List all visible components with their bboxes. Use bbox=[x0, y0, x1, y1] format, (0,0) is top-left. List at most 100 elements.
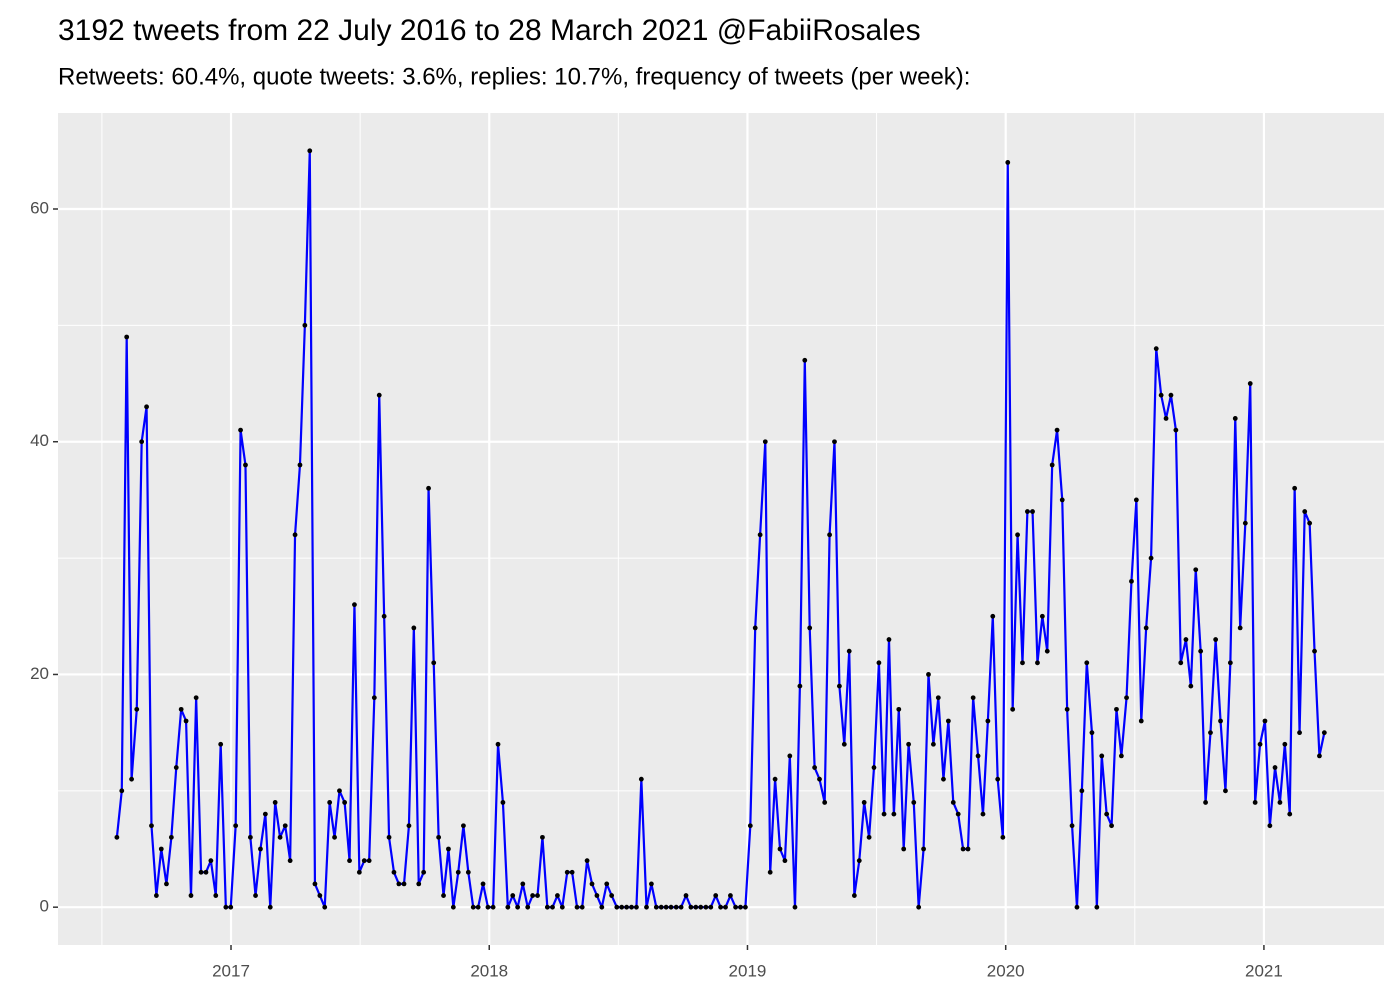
point bbox=[1213, 637, 1219, 642]
point bbox=[401, 881, 407, 887]
point bbox=[1302, 509, 1308, 514]
point bbox=[728, 893, 733, 898]
point bbox=[599, 904, 605, 910]
point bbox=[663, 904, 669, 910]
point bbox=[124, 334, 130, 340]
point bbox=[515, 904, 521, 910]
point bbox=[807, 625, 813, 631]
point bbox=[950, 800, 956, 805]
point bbox=[881, 811, 887, 817]
point bbox=[436, 834, 442, 840]
point bbox=[243, 462, 248, 468]
y-tick-label: 20 bbox=[30, 664, 49, 683]
point bbox=[941, 776, 946, 782]
point bbox=[520, 881, 526, 887]
point bbox=[955, 811, 961, 817]
point bbox=[970, 695, 976, 701]
point bbox=[178, 706, 184, 712]
point bbox=[441, 893, 446, 898]
chart-subtitle: Retweets: 60.4%, quote tweets: 3.6%, rep… bbox=[58, 63, 970, 90]
point bbox=[634, 904, 639, 910]
point bbox=[188, 893, 194, 898]
point bbox=[762, 439, 768, 445]
point bbox=[114, 834, 120, 840]
point bbox=[337, 788, 342, 794]
point bbox=[574, 904, 580, 910]
point bbox=[475, 904, 481, 910]
point bbox=[183, 718, 189, 724]
point bbox=[247, 834, 253, 840]
y-tick-label: 60 bbox=[30, 198, 49, 217]
point bbox=[747, 823, 753, 829]
point bbox=[431, 660, 437, 666]
y-tick-label: 0 bbox=[40, 897, 49, 916]
point bbox=[480, 881, 486, 887]
point bbox=[1089, 730, 1095, 736]
point bbox=[708, 904, 714, 910]
point bbox=[1104, 811, 1110, 817]
point bbox=[960, 846, 966, 852]
point bbox=[1059, 497, 1065, 503]
point bbox=[530, 893, 536, 898]
point bbox=[376, 392, 382, 398]
point bbox=[990, 613, 996, 619]
point bbox=[218, 741, 224, 747]
point bbox=[579, 904, 585, 910]
point bbox=[450, 904, 456, 910]
point bbox=[139, 439, 145, 445]
point bbox=[668, 904, 674, 910]
point bbox=[213, 893, 219, 898]
point bbox=[797, 683, 803, 689]
point bbox=[673, 904, 679, 910]
point bbox=[787, 753, 793, 759]
point bbox=[495, 741, 501, 747]
chart-title: 3192 tweets from 22 July 2016 to 28 Marc… bbox=[58, 14, 921, 47]
point bbox=[342, 800, 348, 805]
point bbox=[559, 904, 565, 910]
point bbox=[490, 904, 496, 910]
point bbox=[683, 893, 689, 898]
point bbox=[1069, 823, 1075, 829]
point bbox=[1124, 695, 1129, 701]
point bbox=[228, 904, 234, 910]
point bbox=[1015, 532, 1020, 538]
point bbox=[1153, 346, 1159, 352]
point bbox=[752, 625, 758, 631]
point bbox=[317, 893, 323, 898]
point bbox=[421, 869, 427, 875]
point bbox=[149, 823, 154, 829]
point bbox=[1188, 683, 1194, 689]
point bbox=[896, 706, 902, 712]
point bbox=[411, 625, 417, 631]
point bbox=[738, 904, 743, 910]
point bbox=[723, 904, 728, 910]
point bbox=[995, 776, 1001, 782]
point bbox=[901, 846, 907, 852]
point bbox=[733, 904, 738, 910]
point bbox=[891, 811, 897, 817]
point bbox=[836, 683, 842, 689]
point bbox=[1039, 613, 1045, 619]
point bbox=[356, 869, 362, 875]
point bbox=[352, 602, 357, 608]
point bbox=[1035, 660, 1040, 666]
point bbox=[871, 765, 877, 770]
point bbox=[272, 800, 278, 805]
point bbox=[594, 893, 600, 898]
point bbox=[555, 893, 560, 898]
point bbox=[371, 695, 377, 701]
point bbox=[386, 834, 392, 840]
point bbox=[1282, 741, 1288, 747]
point bbox=[1094, 904, 1100, 910]
point bbox=[267, 904, 273, 910]
point bbox=[282, 823, 288, 829]
point bbox=[1024, 509, 1030, 514]
point bbox=[945, 718, 951, 724]
point bbox=[698, 904, 704, 910]
point bbox=[347, 858, 352, 864]
point bbox=[1292, 485, 1298, 491]
point bbox=[886, 637, 892, 642]
point bbox=[911, 800, 917, 805]
point bbox=[366, 858, 372, 864]
